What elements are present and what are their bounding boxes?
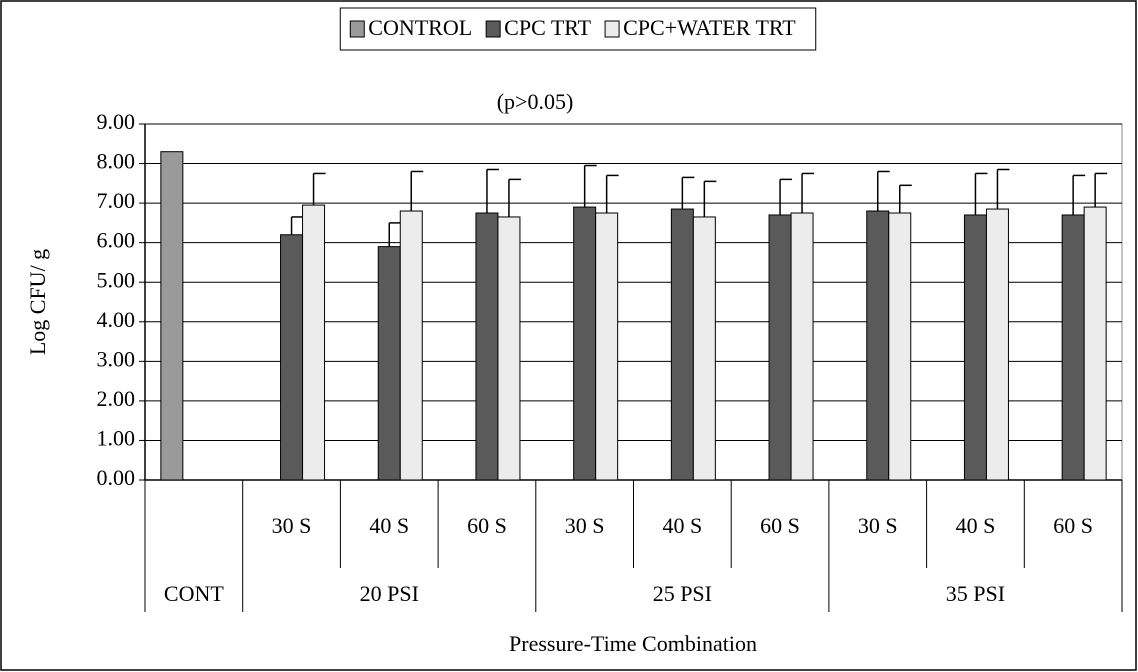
bar (160, 151, 184, 481)
legend-label: CONTROL (368, 15, 472, 40)
y-tick-label: 8.00 (97, 149, 136, 174)
bar (888, 212, 912, 481)
bar (963, 214, 987, 481)
group-label: 20 PSI (360, 581, 419, 606)
y-tick-label: 2.00 (97, 386, 136, 411)
y-tick-label: 5.00 (97, 267, 136, 292)
legend-label: CPC+WATER TRT (623, 15, 796, 40)
x-tick-label: 40 S (662, 513, 702, 538)
bar (692, 216, 716, 481)
bar (1061, 214, 1085, 481)
group-label: 35 PSI (946, 581, 1005, 606)
x-axis-label: Pressure-Time Combination (509, 631, 757, 656)
y-tick-label: 9.00 (97, 109, 136, 134)
group-label: CONT (164, 581, 224, 606)
y-axis-label: Log CFU/ g (25, 249, 50, 355)
x-tick-label: 60 S (1053, 513, 1093, 538)
group-label: 25 PSI (653, 581, 712, 606)
y-tick-label: 0.00 (97, 465, 136, 490)
bar (302, 204, 326, 481)
y-tick-label: 4.00 (97, 307, 136, 332)
y-tick-label: 7.00 (97, 188, 136, 213)
bar (790, 212, 814, 481)
legend-swatch (485, 20, 501, 38)
x-tick-label: 30 S (272, 513, 312, 538)
legend-label: CPC TRT (504, 15, 591, 40)
legend (339, 7, 817, 51)
x-tick-label: 60 S (467, 513, 507, 538)
bar (985, 208, 1009, 481)
x-tick-label: 60 S (760, 513, 800, 538)
legend-swatch (349, 20, 365, 38)
x-tick-label: 30 S (565, 513, 605, 538)
y-tick-label: 1.00 (97, 425, 136, 450)
y-tick-label: 3.00 (97, 346, 136, 371)
bar (768, 214, 792, 481)
bar (670, 208, 694, 481)
x-tick-label: 40 S (956, 513, 996, 538)
bar (377, 246, 401, 481)
bar (280, 234, 304, 481)
chart-subtitle: (p>0.05) (497, 89, 574, 114)
bar (475, 212, 499, 481)
x-tick-label: 30 S (858, 513, 898, 538)
bar (399, 210, 423, 481)
bar (573, 206, 597, 481)
bar (866, 210, 890, 481)
y-tick-label: 6.00 (97, 228, 136, 253)
bar (497, 216, 521, 481)
bar (595, 212, 619, 481)
legend-swatch (604, 20, 620, 38)
x-tick-label: 40 S (369, 513, 409, 538)
bar (1083, 206, 1107, 481)
